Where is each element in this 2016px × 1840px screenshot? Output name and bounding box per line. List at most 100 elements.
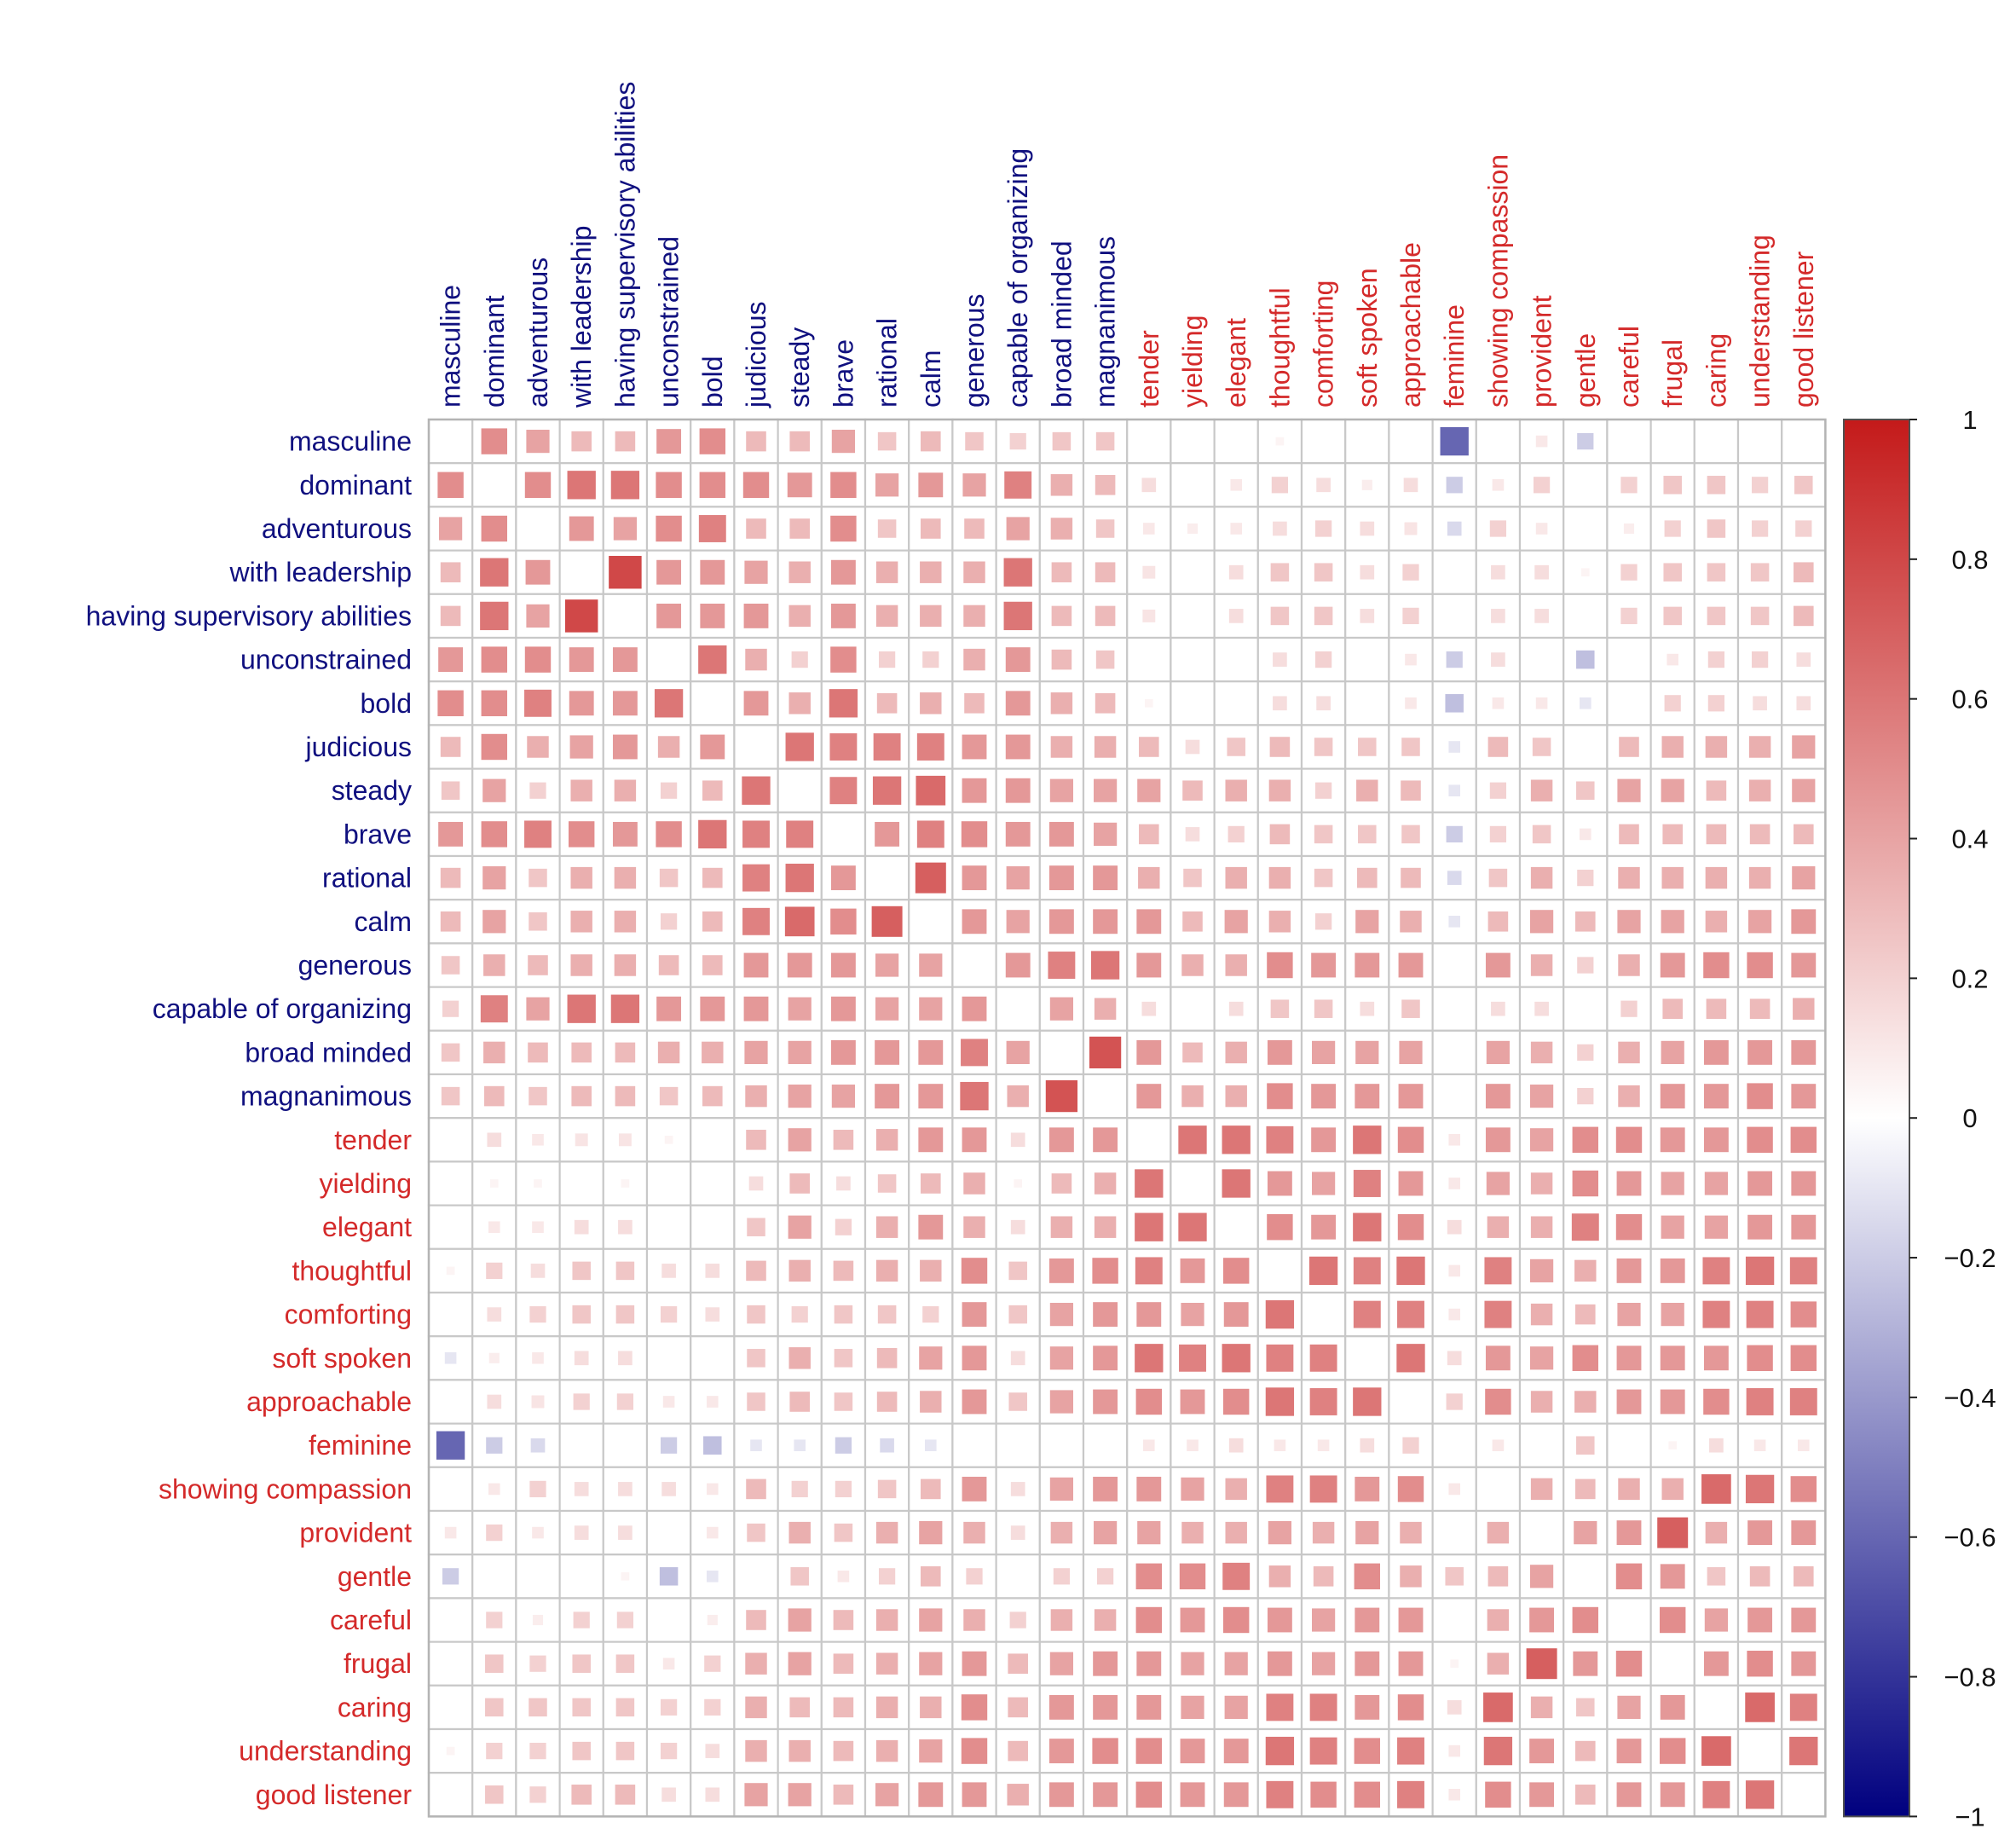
heatmap-cell-31-30 [1745,1780,1775,1809]
heatmap-cell-1-11 [918,472,944,498]
heatmap-cell-31-2 [529,1786,546,1803]
heatmap-cell-2-25 [1535,523,1548,535]
heatmap-cell-29-30 [1745,1692,1775,1722]
heatmap-cell-15-4 [615,1085,636,1107]
heatmap-cell-24-27 [1618,1478,1640,1501]
heatmap-cell-29-23 [1447,1700,1462,1715]
grid-cell [1038,1335,1085,1381]
heatmap-cell-29-16 [1136,1694,1162,1720]
colorbar-tick-label: 0 [1962,1103,1977,1133]
heatmap-cell-26-14 [1053,1568,1071,1585]
heatmap-cell-6-5 [654,689,684,718]
heatmap-cell-31-4 [615,1785,636,1805]
heatmap-cell-3-29 [1707,563,1726,582]
heatmap-cell-6-2 [524,689,552,717]
heatmap-cell-18-12 [963,1216,985,1238]
heatmap-cell-26-27 [1615,1563,1643,1590]
heatmap-cell-3-26 [1580,568,1590,577]
heatmap-cell-21-28 [1660,1345,1685,1371]
grid-cell [995,942,1041,988]
heatmap-cell-26-30 [1749,1566,1770,1587]
row-label: showing compassion [159,1473,412,1504]
heatmap-cell-29-10 [875,1696,898,1719]
heatmap-cell-13-20 [1314,999,1333,1018]
heatmap-cell-5-13 [1005,647,1031,673]
heatmap-cell-12-3 [570,954,592,976]
heatmap-cell-3-13 [1003,558,1032,587]
heatmap-cell-26-8 [790,1567,809,1586]
heatmap-cell-20-19 [1265,1299,1295,1329]
heatmap-cell-21-12 [962,1345,987,1371]
heatmap-cell-22-25 [1530,1391,1553,1413]
heatmap-cell-4-7 [743,603,769,628]
heatmap-cell-10-25 [1530,866,1553,889]
heatmap-cell-19-17 [1180,1258,1205,1283]
heatmap-cell-10-16 [1138,866,1160,889]
colorbar-tick-label: −0.2 [1944,1243,1996,1273]
grid-cell [1431,549,1477,595]
heatmap-cell-16-11 [918,1127,944,1153]
heatmap-cell-15-24 [1485,1084,1511,1109]
heatmap-cell-10-3 [570,866,592,889]
heatmap-cell-21-27 [1616,1345,1642,1371]
heatmap-cell-5-26 [1576,650,1595,669]
heatmap-cell-11-5 [660,913,678,930]
heatmap-cell-19-3 [572,1261,591,1281]
grid-cell [1518,636,1565,683]
heatmap-cell-11-29 [1705,911,1728,933]
heatmap-cell-15-7 [745,1085,767,1108]
heatmap-cell-31-14 [1048,1782,1074,1808]
heatmap-cell-17-21 [1353,1170,1381,1197]
grid-cell [1082,1073,1129,1120]
heatmap-cell-5-28 [1667,653,1679,666]
heatmap-cell-11-10 [871,906,903,937]
heatmap-cell-15-14 [1045,1079,1078,1113]
heatmap-cell-20-24 [1484,1300,1512,1328]
column-label: approachable [1395,242,1426,408]
heatmap-cell-2-16 [1142,523,1155,535]
row-label: gentle [338,1561,412,1592]
heatmap-cell-26-23 [1445,1567,1464,1586]
heatmap-cell-26-6 [706,1570,719,1583]
heatmap-cell-7-10 [873,733,901,761]
heatmap-cell-18-21 [1353,1212,1382,1241]
colorbar-tick-label: 1 [1962,405,1977,435]
heatmap-cell-11-27 [1617,910,1641,934]
heatmap-cell-26-29 [1707,1567,1726,1586]
heatmap-cell-11-26 [1575,911,1596,932]
heatmap-cell-12-22 [1398,952,1424,978]
heatmap-cell-1-20 [1316,477,1331,493]
grid-cell [995,1291,1041,1338]
heatmap-cell-16-30 [1747,1126,1773,1154]
grid-cell [1431,1640,1477,1687]
heatmap-cell-9-16 [1139,824,1159,845]
heatmap-cell-16-27 [1615,1126,1643,1154]
grid-cell [820,1727,867,1774]
heatmap-cell-28-24 [1487,1652,1510,1675]
heatmap-cell-9-27 [1619,824,1639,845]
heatmap-cell-17-22 [1398,1171,1424,1196]
heatmap-cell-16-23 [1448,1133,1461,1146]
heatmap-cell-9-26 [1579,828,1591,841]
heatmap-cell-12-19 [1267,952,1293,979]
grid-cell [1563,724,1609,770]
heatmap-cell-20-15 [1093,1302,1118,1328]
heatmap-cell-18-28 [1661,1215,1684,1239]
heatmap-cell-9-8 [786,820,814,848]
heatmap-cell-31-29 [1702,1780,1730,1808]
heatmap-cell-21-30 [1747,1345,1773,1372]
heatmap-cell-3-0 [440,562,461,582]
heatmap-cell-10-15 [1093,865,1118,891]
heatmap-cell-28-3 [572,1654,591,1673]
heatmap-cell-1-29 [1707,476,1726,495]
heatmap-cell-27-26 [1572,1606,1599,1634]
heatmap-cell-5-4 [612,647,638,673]
heatmap-cell-9-19 [1269,824,1291,845]
heatmap-cell-21-22 [1396,1344,1425,1373]
colorbar-gradient [1843,419,1910,1818]
heatmap-cell-3-21 [1360,564,1375,580]
heatmap-cell-15-18 [1225,1085,1247,1108]
heatmap-cell-26-4 [621,1571,630,1581]
heatmap-cell-26-9 [837,1570,850,1583]
heatmap-cell-22-10 [876,1392,898,1412]
